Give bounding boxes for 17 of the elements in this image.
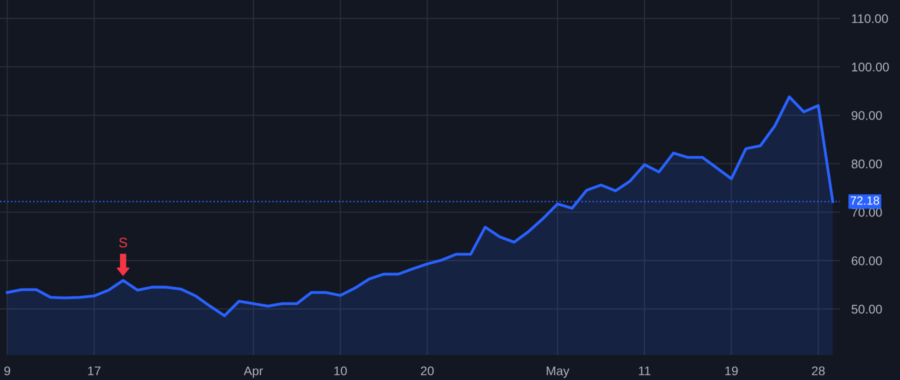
x-tick-label: 11 (638, 366, 650, 376)
y-tick-label: 100.00 (852, 62, 889, 72)
x-tick-label: 19 (725, 366, 738, 376)
y-tick-label: 110.00 (852, 14, 888, 24)
annotation: S (119, 238, 128, 248)
ref-line-label: 72.18 (850, 196, 880, 205)
y-tick-label: 50.00 (852, 304, 882, 314)
x-tick-label: 9 (4, 366, 10, 376)
y-tick-label: 90.00 (852, 111, 882, 120)
x-tick-label: May (546, 366, 570, 378)
x-tick-label: Apr (244, 366, 263, 378)
y-tick-label: 60.00 (852, 256, 882, 266)
x-tick-label: 10 (334, 366, 347, 376)
y-tick-label: 80.00 (852, 160, 882, 168)
x-tick-label: 20 (420, 366, 434, 376)
x-tick-label: 17 (88, 366, 100, 376)
x-tick-label: 28 (812, 366, 825, 376)
